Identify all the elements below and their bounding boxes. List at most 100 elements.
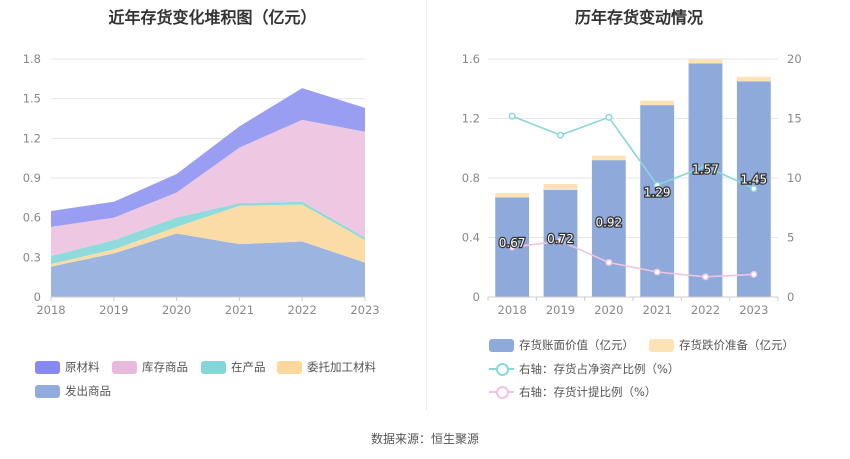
legend-line-marker [489,362,514,376]
line-point [653,181,661,189]
y-tick-label: 1.8 [23,52,41,66]
x-tick-label: 2019 [99,303,128,317]
legend-item-provision-ratio[interactable]: 右轴：存货计提比例（%） [489,384,656,400]
line-point [750,270,758,278]
legend-item-impairment[interactable]: 存货跌价准备（亿元） [649,337,794,353]
data-source-note: 数据来源：恒生聚源 [370,432,479,446]
bar-value-label: 0.72 [547,232,574,246]
legend-label: 委托加工材料 [307,360,376,374]
area-series [51,88,365,227]
y-tick-label: 0.4 [462,231,480,245]
x-tick-label: 2020 [594,303,623,317]
y-tick-label: 0.6 [23,211,41,225]
legend-swatch [649,338,674,352]
y2-tick-label: 15 [787,112,802,126]
panel-divider [426,0,427,410]
line-point [508,243,516,251]
line-series [512,240,754,278]
x-tick-label: 2020 [162,303,191,317]
right-chart-title: 历年存货变动情况 [574,8,703,27]
bar-segment [688,63,723,298]
legend-label: 右轴：存货计提比例（%） [519,385,657,399]
right-chart-panel: 历年存货变动情况 0 0.4 0.8 1.2 1.6 0 5 10 15 20 2018 2019 20… [428,0,850,410]
bar-segment [495,192,530,198]
bar-value-label: 1.45 [740,172,767,186]
line-point [508,112,516,120]
area-series [51,233,365,297]
bar-line-combo-chart: 0 0.4 0.8 1.2 1.6 0 5 10 15 20 2018 2019 2020 2021 202… [462,52,802,317]
y2-tick-label: 10 [787,171,802,185]
y2-tick-label: 20 [787,52,802,66]
bar-segment [640,100,675,106]
x-tick-label: 2022 [691,303,720,317]
line-series [511,115,755,190]
left-legend: 原材料 库存商品 在产品 委托加工材料 发出商品 [0,0,425,410]
bar-segment [736,76,771,82]
bar-value-label: 1.57 [692,163,719,177]
left-chart-title: 近年存货变化堆积图（亿元） [108,8,317,27]
y-tick-label: 1.6 [462,52,480,66]
legend-label: 发出商品 [65,384,111,398]
legend-label: 在产品 [231,360,266,374]
legend-item-finished-goods[interactable]: 库存商品 [112,359,188,375]
x-tick-label: 2023 [739,303,768,317]
line-point [556,237,565,245]
bar-segment [688,59,723,64]
legend-swatch [35,384,60,398]
line-point [653,268,661,276]
legend-item-raw-material[interactable]: 原材料 [35,359,100,375]
legend-item-shipped-goods[interactable]: 发出商品 [35,383,111,399]
y-tick-label: 0.9 [23,171,41,185]
right-legend: 存货账面价值（亿元） 存货跌价准备（亿元） 右轴：存货占净资产比例（%） 右轴：… [428,0,850,410]
legend-item-net-asset-ratio[interactable]: 右轴：存货占净资产比例（%） [489,361,679,377]
line-point [556,131,565,139]
legend-item-consigned-material[interactable]: 委托加工材料 [277,359,376,375]
y-tick-label: 0.3 [23,250,41,264]
legend-swatch [35,360,60,374]
y-tick-label: 1.2 [462,112,480,126]
x-tick-label: 2019 [546,303,575,317]
legend-line-marker [489,385,514,399]
legend-swatch [277,360,302,374]
x-tick-label: 2021 [643,303,672,317]
y-tick-label: 0.8 [462,171,480,185]
line-point [605,258,613,267]
bar-value-label: 0.92 [595,216,622,230]
bar-segment [591,155,626,161]
area-series [51,119,365,257]
line-point [701,273,710,281]
legend-item-book-value[interactable]: 存货账面价值（亿元） [489,337,634,353]
legend-label: 存货跌价准备（亿元） [679,338,794,352]
y-tick-label: 0 [473,290,480,304]
legend-swatch [112,360,137,374]
y-tick-label: 0 [34,290,41,304]
legend-label: 右轴：存货占净资产比例（%） [519,362,680,376]
x-tick-label: 2018 [498,303,527,317]
legend-item-wip[interactable]: 在产品 [201,359,266,375]
line-point [605,113,613,121]
x-tick-label: 2022 [288,303,317,317]
x-tick-label: 2018 [36,303,65,317]
area-series [51,201,365,264]
bar-segment [640,105,675,297]
legend-swatch [489,338,514,352]
left-chart-panel: 近年存货变化堆积图（亿元） 0 0.3 0.6 0.9 1.2 1.5 1.8 2018 201… [0,0,425,410]
area-series [51,204,365,267]
bar-segment [543,183,578,190]
stacked-area-chart: 0 0.3 0.6 0.9 1.2 1.5 1.8 2018 2019 2020 2021 2022 2… [23,52,380,317]
legend-label: 库存商品 [142,360,188,374]
legend-swatch [201,360,226,374]
line-point [750,185,758,193]
bar-segment [591,160,626,297]
y2-tick-label: 0 [787,290,794,304]
legend-label: 原材料 [65,360,100,374]
bar-value-label: 0.67 [499,236,526,250]
y-tick-label: 1.2 [23,131,41,145]
y2-tick-label: 5 [787,231,794,245]
x-tick-label: 2021 [225,303,254,317]
line-point [701,162,710,170]
bar-value-label: 1.29 [644,185,671,199]
x-tick-label: 2023 [350,303,379,317]
y-tick-label: 1.5 [23,92,41,106]
legend-label: 存货账面价值（亿元） [519,338,634,352]
